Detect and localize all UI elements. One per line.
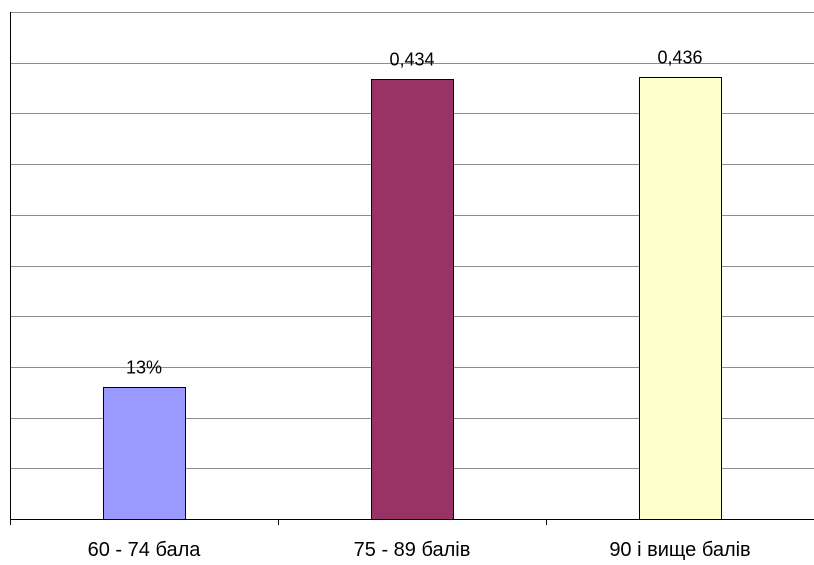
bar bbox=[639, 77, 722, 520]
bar bbox=[371, 79, 454, 520]
category-labels: 60 - 74 бала 75 - 89 балів 90 і вище балів bbox=[88, 539, 751, 561]
data-labels: 13% 0,434 0,436 bbox=[126, 48, 703, 378]
category-label: 90 і вище балів bbox=[609, 539, 750, 560]
data-label: 13% bbox=[126, 358, 162, 378]
bar bbox=[103, 387, 186, 520]
data-label: 0,436 bbox=[657, 48, 702, 68]
category-label: 75 - 89 балів bbox=[354, 539, 471, 560]
data-label: 0,434 bbox=[389, 50, 434, 70]
category-label: 60 - 74 бала bbox=[88, 539, 202, 560]
bars bbox=[103, 77, 722, 520]
